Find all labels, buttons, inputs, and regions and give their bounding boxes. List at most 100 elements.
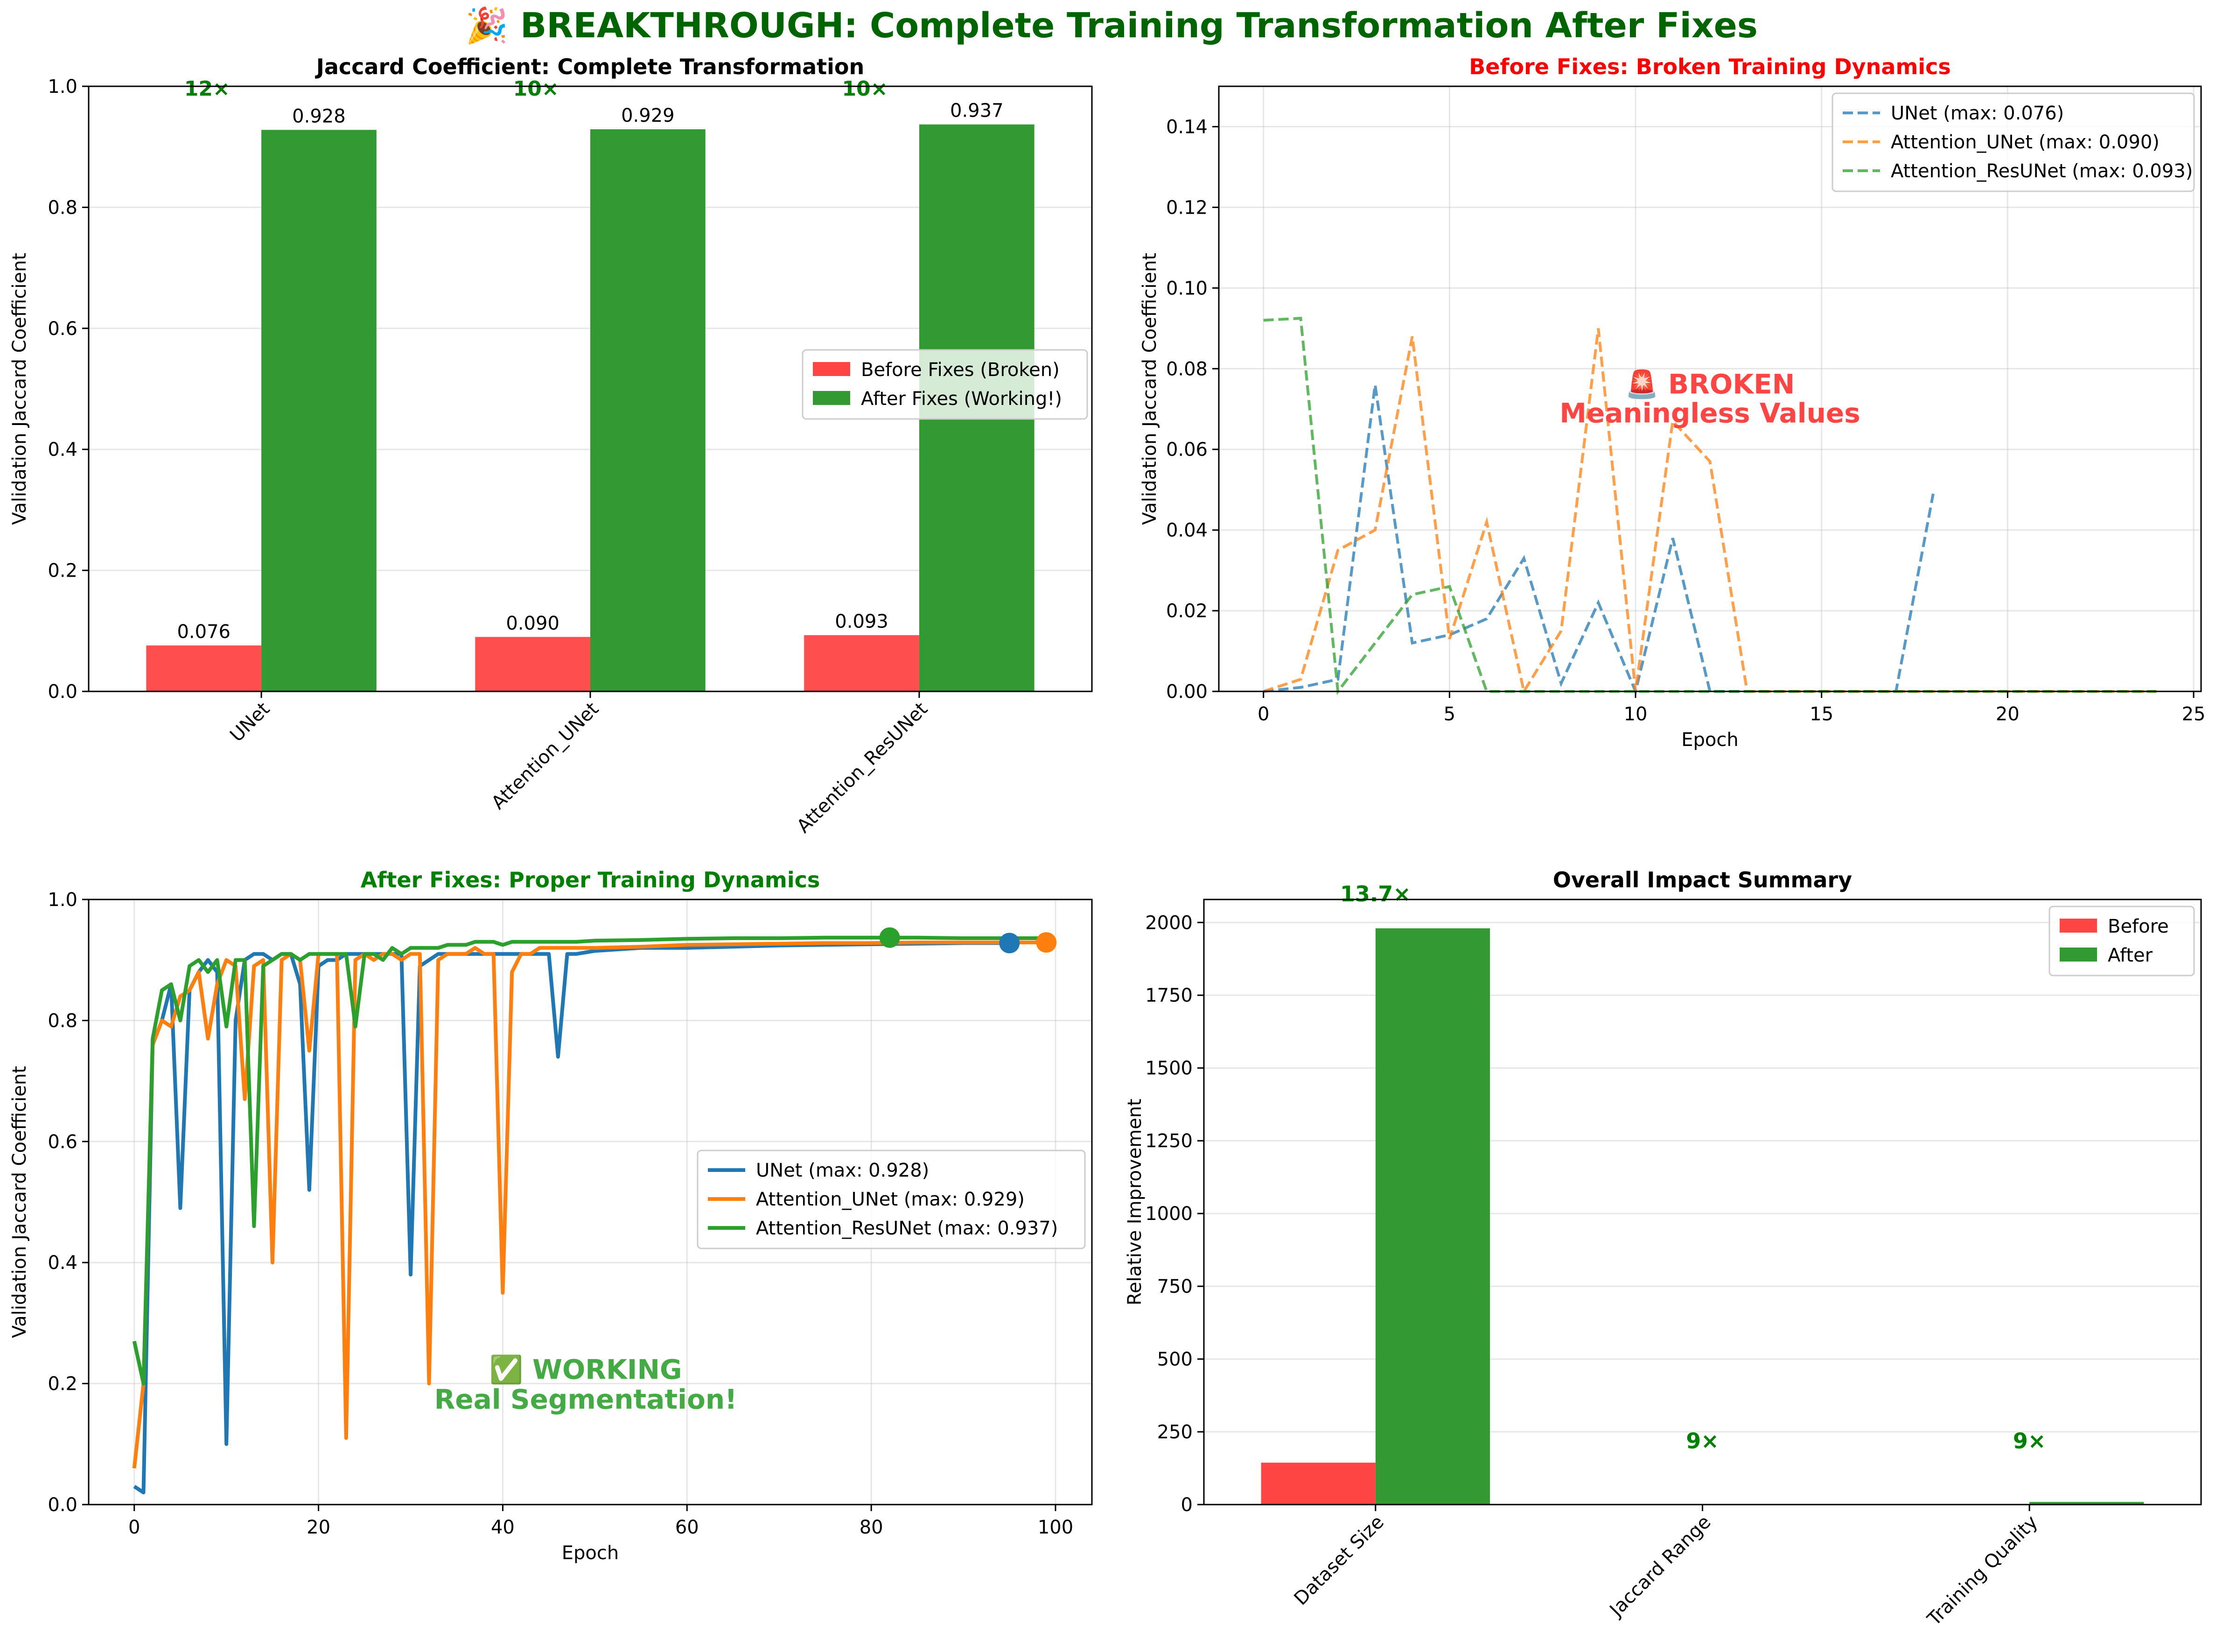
y-tick-label: 750 <box>1157 1276 1193 1297</box>
chart-impact-summary: 13.7× 9× 9× 0 250 500 750 1000 1250 1500 1750 2000 D… <box>1124 867 2202 1631</box>
legend-label: After Fixes (Working!) <box>861 388 1062 410</box>
legend-label: UNet (max: 0.076) <box>1891 103 2064 124</box>
best-epoch-marker <box>1036 932 1057 953</box>
legend-box <box>1832 92 2195 192</box>
ratio-label: 10× <box>513 77 559 101</box>
x-tick-label: 25 <box>2182 704 2206 725</box>
ratio-label: 12× <box>184 77 230 101</box>
bar <box>475 637 590 691</box>
x-tick-label: 80 <box>860 1517 883 1538</box>
legend-box <box>697 1150 1086 1249</box>
chart-title: Jaccard Coefficient: Complete Transforma… <box>315 54 865 79</box>
y-tick-label: 0.2 <box>48 560 77 582</box>
axes-frame <box>88 899 1093 1506</box>
x-axis-label: Epoch <box>1681 729 1738 751</box>
y-tick-label: 0.0 <box>48 1494 77 1516</box>
bar <box>146 645 262 691</box>
axes-frame <box>1218 85 2202 692</box>
y-axis-label: Validation Jaccard Coefficient <box>9 1066 30 1338</box>
legend-box <box>802 349 1088 420</box>
bar <box>1261 1463 1376 1505</box>
ratio-label: 10× <box>842 77 888 101</box>
y-tick-label: 1000 <box>1145 1203 1193 1225</box>
chart-title: Before Fixes: Broken Training Dynamics <box>1469 54 1951 79</box>
ratio-label: 9× <box>1686 1429 1719 1454</box>
best-epoch-marker <box>879 927 900 948</box>
x-tick-label: 10 <box>1624 704 1648 725</box>
x-tick-label: 100 <box>1038 1517 1073 1538</box>
x-tick-label: Attention_ResUNet <box>793 698 932 837</box>
x-tick-label: 60 <box>675 1517 699 1538</box>
series-line <box>132 941 1047 1469</box>
bar-value-label: 0.937 <box>950 100 1004 122</box>
legend-swatch <box>813 391 850 405</box>
annotation-text: 🚨 BROKEN <box>1625 369 1795 400</box>
bar <box>2029 1502 2144 1505</box>
y-tick-label: 0.08 <box>1166 358 1208 380</box>
x-tick-label: 5 <box>1444 704 1455 725</box>
y-tick-label: 0.4 <box>48 439 77 460</box>
legend-label: Before <box>2108 916 2169 937</box>
y-tick-label: 0.8 <box>48 1010 77 1032</box>
y-tick-label: 1500 <box>1145 1058 1193 1079</box>
y-axis-label: Validation Jaccard Coefficient <box>9 253 30 525</box>
legend-swatch <box>813 362 850 376</box>
legend-label: UNet (max: 0.928) <box>756 1160 929 1181</box>
y-axis-label: Relative Improvement <box>1124 1099 1146 1305</box>
y-tick-label: 1750 <box>1145 985 1193 1006</box>
x-tick-label: 20 <box>1996 704 2020 725</box>
chart-title: Overall Impact Summary <box>1553 867 1852 892</box>
y-tick-label: 1.0 <box>48 76 77 98</box>
legend-swatch <box>2060 948 2097 962</box>
x-tick-label: UNet <box>226 698 274 746</box>
bar-value-label: 0.093 <box>835 611 888 632</box>
bar <box>804 635 919 691</box>
axes-frame <box>1203 899 2202 1506</box>
x-tick-label: Dataset Size <box>1290 1512 1388 1610</box>
bar-value-label: 0.929 <box>621 105 675 126</box>
y-tick-label: 2000 <box>1145 912 1193 934</box>
bar-value-label: 0.076 <box>177 621 231 642</box>
y-tick-label: 1.0 <box>48 889 77 911</box>
bar-value-label: 0.928 <box>292 105 346 127</box>
x-tick-label: 0 <box>128 1517 140 1538</box>
y-tick-label: 0.14 <box>1166 116 1208 138</box>
legend-label: Attention_ResUNet (max: 0.937) <box>756 1218 1058 1239</box>
legend-label: Attention_UNet (max: 0.090) <box>1891 132 2160 153</box>
legend-label: Attention_UNet (max: 0.929) <box>756 1189 1025 1210</box>
y-tick-label: 0.8 <box>48 197 77 218</box>
bar-value-label: 0.090 <box>506 613 559 634</box>
legend-label: After <box>2108 945 2153 966</box>
y-tick-label: 0.6 <box>48 1131 77 1153</box>
annotation-text: ✅ WORKING <box>489 1354 682 1386</box>
series-line <box>1263 384 1935 696</box>
x-tick-label: Training Quality <box>1923 1512 2042 1631</box>
x-axis-label: Epoch <box>562 1542 619 1564</box>
y-tick-label: 0.12 <box>1166 197 1208 218</box>
y-tick-label: 1250 <box>1145 1130 1193 1152</box>
x-tick-label: Attention_UNet <box>488 698 603 814</box>
x-tick-label: 15 <box>1810 704 1833 725</box>
bar <box>1375 928 1490 1505</box>
y-tick-label: 0.02 <box>1166 600 1208 622</box>
y-tick-label: 0.10 <box>1166 278 1208 299</box>
ratio-label: 9× <box>2013 1429 2046 1454</box>
chart-title: After Fixes: Proper Training Dynamics <box>361 867 820 892</box>
bar <box>590 129 706 691</box>
x-tick-label: 20 <box>307 1517 330 1538</box>
legend-swatch <box>2060 919 2097 933</box>
chart-jaccard-comparison: 0.076 0.090 0.093 0.928 0.929 0.937 12× 10× 10× 0… <box>9 54 1093 837</box>
y-tick-label: 0.4 <box>48 1252 77 1274</box>
y-tick-label: 0 <box>1181 1494 1193 1516</box>
bar <box>261 130 377 691</box>
y-tick-label: 0.06 <box>1166 439 1208 460</box>
best-epoch-marker <box>999 933 1020 954</box>
y-tick-label: 0.0 <box>48 681 77 703</box>
y-tick-label: 0.00 <box>1166 681 1208 703</box>
annotation-text: Meaningless Values <box>1559 397 1860 429</box>
y-axis-label: Validation Jaccard Coefficient <box>1139 253 1160 525</box>
legend-label: Attention_ResUNet (max: 0.093) <box>1891 160 2193 182</box>
ratio-label: 13.7× <box>1340 881 1411 906</box>
